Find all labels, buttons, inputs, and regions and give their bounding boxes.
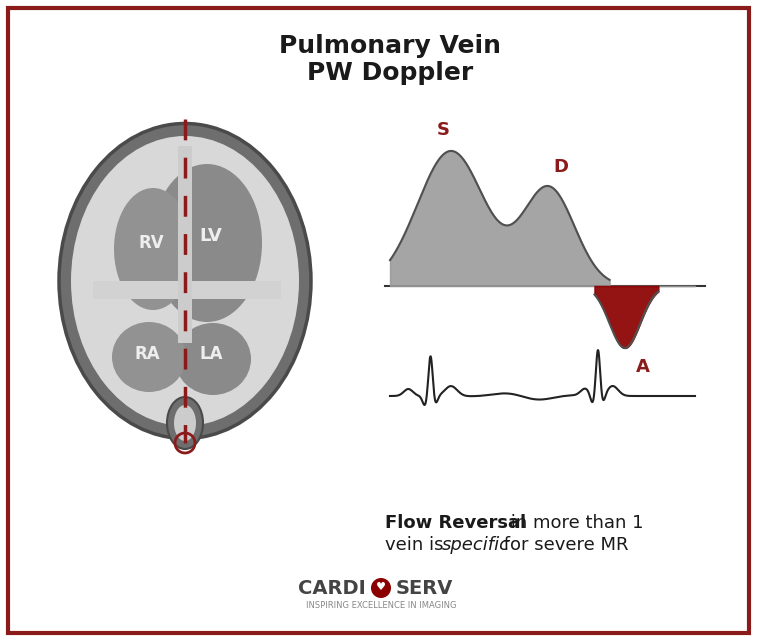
Ellipse shape [175, 323, 251, 395]
Polygon shape [178, 146, 192, 343]
Text: specific: specific [442, 536, 510, 554]
Ellipse shape [152, 164, 262, 322]
Text: Flow Reversal: Flow Reversal [385, 514, 526, 532]
Text: A: A [636, 358, 650, 376]
Text: SERV: SERV [396, 578, 453, 597]
Circle shape [371, 578, 391, 598]
Text: RA: RA [134, 345, 160, 363]
Text: RV: RV [139, 234, 164, 252]
Text: D: D [553, 158, 568, 176]
Ellipse shape [112, 322, 186, 392]
Text: Pulmonary Vein: Pulmonary Vein [279, 34, 501, 58]
Text: ♥: ♥ [376, 582, 386, 592]
Text: LV: LV [200, 227, 223, 245]
Text: PW Doppler: PW Doppler [307, 61, 473, 85]
Text: in more than 1: in more than 1 [505, 514, 643, 532]
Polygon shape [93, 281, 281, 299]
Ellipse shape [114, 188, 192, 310]
Ellipse shape [167, 397, 203, 449]
Text: INSPIRING EXCELLENCE IN IMAGING: INSPIRING EXCELLENCE IN IMAGING [306, 601, 456, 610]
Text: S: S [437, 121, 450, 139]
Text: CARDI: CARDI [298, 578, 366, 597]
Text: for severe MR: for severe MR [498, 536, 628, 554]
Text: LA: LA [199, 345, 223, 363]
Ellipse shape [59, 124, 311, 438]
FancyBboxPatch shape [8, 8, 749, 633]
Text: vein is: vein is [385, 536, 449, 554]
Ellipse shape [174, 405, 196, 441]
Ellipse shape [71, 136, 299, 426]
